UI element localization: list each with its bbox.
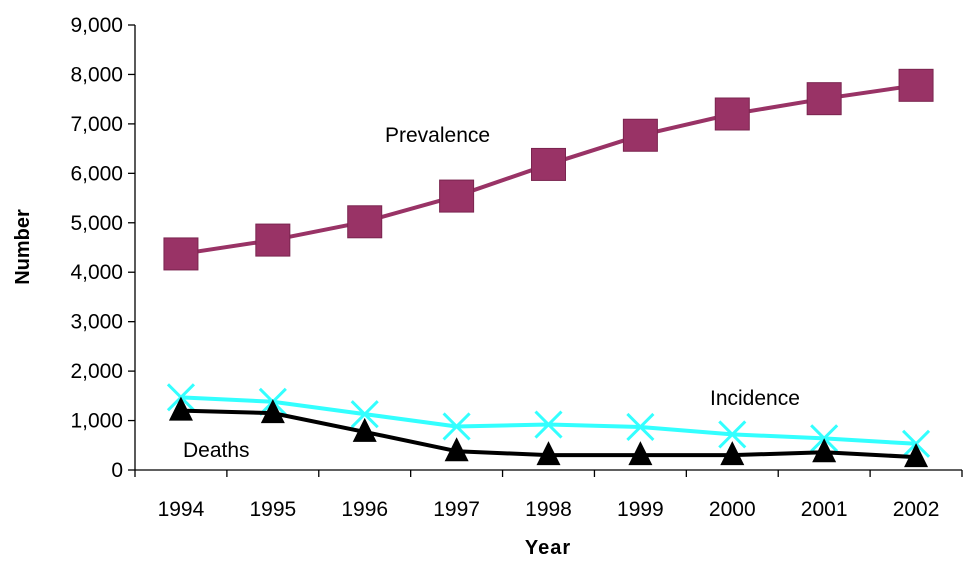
data-point-incidence: [534, 410, 563, 439]
series-deaths: [168, 396, 929, 468]
data-point-deaths: [352, 417, 377, 442]
data-point-prevalence: [714, 97, 750, 131]
data-point-incidence: [718, 420, 747, 449]
y-tick-label: 0: [111, 459, 123, 482]
data-point-deaths: [628, 441, 653, 466]
data-point-prevalence: [531, 147, 566, 181]
data-point-incidence: [442, 412, 471, 441]
chart-axes: [134, 25, 962, 471]
data-point-prevalence: [255, 223, 291, 257]
y-tick-label: 8,000: [70, 63, 123, 86]
y-tick-label: 4,000: [70, 261, 123, 284]
data-point-deaths: [260, 399, 285, 424]
x-tick-label: 1994: [158, 498, 205, 521]
chart-series: [163, 68, 934, 468]
y-axis-ticks: 0 1,000 2,000 3,000 4,000 5,000 6,000 7,000 8,00…: [70, 14, 135, 482]
data-point-deaths: [812, 438, 837, 463]
series-prevalence: [163, 68, 934, 271]
annotation-deaths: Deaths: [183, 439, 250, 462]
data-point-deaths: [168, 396, 193, 421]
data-point-prevalence: [622, 118, 658, 152]
y-tick-label: 2,000: [70, 360, 123, 383]
x-tick-label: 1996: [341, 498, 388, 521]
x-tick-label: 1997: [433, 498, 480, 521]
data-point-incidence: [350, 400, 379, 429]
data-point-prevalence: [347, 205, 383, 239]
y-tick-label: 6,000: [70, 162, 123, 185]
x-tick-label: 2002: [893, 498, 940, 521]
data-point-deaths: [720, 441, 745, 466]
data-point-prevalence: [163, 237, 199, 271]
x-tick-label: 1999: [617, 498, 664, 521]
y-tick-label: 3,000: [70, 311, 123, 334]
data-point-prevalence: [898, 68, 934, 102]
x-axis-label: Year: [525, 537, 571, 559]
x-tick-label: 2000: [709, 498, 756, 521]
y-tick-label: 1,000: [70, 410, 123, 433]
data-point-incidence: [626, 412, 655, 442]
annotation-prevalence: Prevalence: [385, 124, 490, 147]
y-tick-label: 7,000: [70, 113, 123, 136]
annotation-incidence: Incidence: [710, 387, 800, 410]
x-tick-label: 1995: [249, 498, 296, 521]
x-tick-label: 1998: [525, 498, 572, 521]
data-point-prevalence: [439, 179, 475, 213]
data-point-deaths: [536, 441, 561, 466]
x-axis-ticks: 1994 1995 1996 1997 1998 1999 2000 2001 2002: [134, 470, 963, 521]
data-point-deaths: [444, 437, 469, 462]
data-point-prevalence: [806, 82, 842, 116]
y-tick-label: 5,000: [70, 212, 123, 235]
data-point-deaths: [904, 443, 929, 468]
y-axis-label: Number: [12, 209, 34, 285]
series-line-incidence: [180, 395, 917, 446]
y-tick-label: 9,000: [70, 14, 123, 37]
x-tick-label: 2001: [801, 498, 848, 521]
